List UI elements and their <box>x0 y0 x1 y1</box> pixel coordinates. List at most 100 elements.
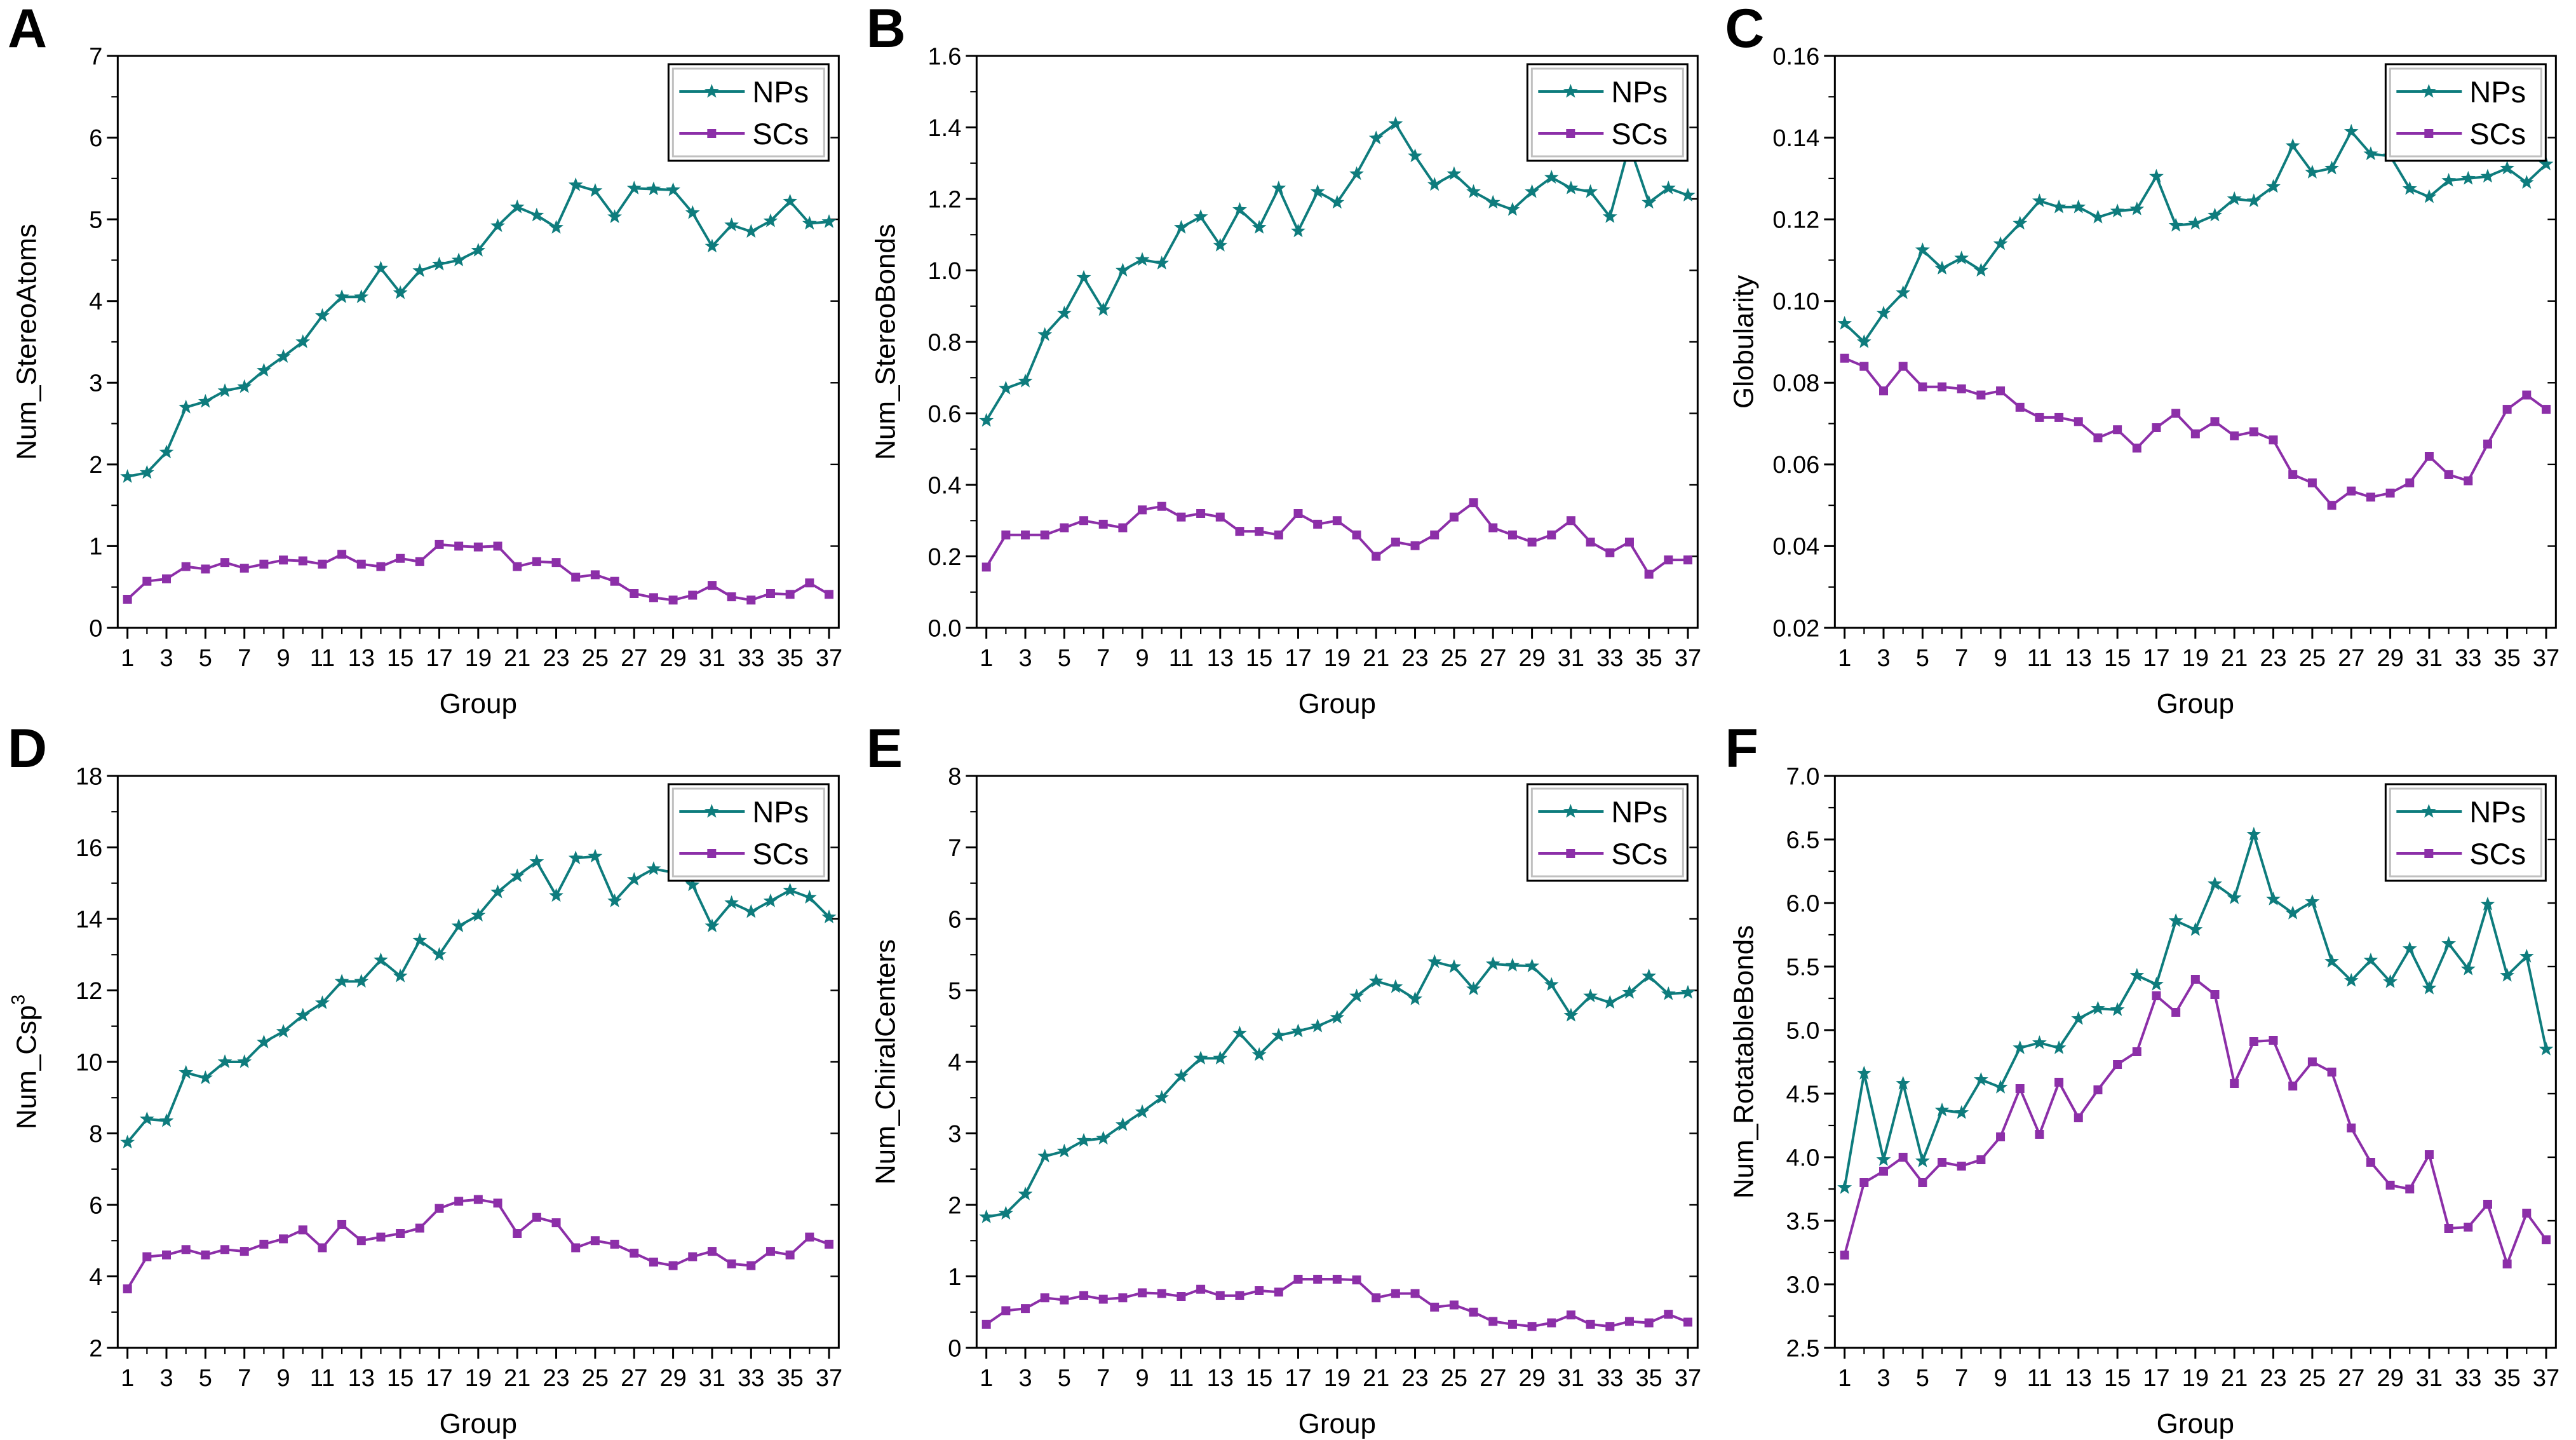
square-marker <box>668 595 678 605</box>
square-marker <box>1410 541 1420 550</box>
x-tick-label: 37 <box>816 645 842 672</box>
y-tick-label: 6.0 <box>1786 890 1820 917</box>
x-tick-label: 7 <box>1955 645 1968 672</box>
square-marker <box>2327 1068 2337 1077</box>
x-tick-label: 27 <box>1480 645 1506 672</box>
y-tick-label: 8 <box>948 763 961 790</box>
x-tick-label: 19 <box>2182 1365 2209 1392</box>
legend-label: NPs <box>1611 795 1668 829</box>
x-tick-label: 29 <box>659 1365 686 1392</box>
x-tick-label: 5 <box>199 1365 212 1392</box>
star-marker <box>1349 988 1364 1003</box>
legend-star-marker <box>704 84 719 98</box>
star-marker <box>2188 215 2203 230</box>
square-marker <box>1663 555 1673 565</box>
star-marker <box>490 218 505 233</box>
x-tick-label: 25 <box>1440 645 1467 672</box>
square-marker <box>1118 1293 1128 1303</box>
legend: NPs SCs <box>2385 783 2547 882</box>
y-tick-label: 2.5 <box>1786 1335 1820 1362</box>
square-marker <box>2093 433 2103 443</box>
star-marker <box>1466 184 1481 198</box>
legend: NPs SCs <box>2385 63 2547 162</box>
star-marker <box>1934 261 1950 275</box>
star-marker <box>998 381 1013 395</box>
x-tick-label: 15 <box>1246 1365 1272 1392</box>
square-marker <box>2074 417 2084 426</box>
star-marker <box>2344 973 2359 987</box>
series-nps <box>978 954 1696 1223</box>
x-tick-label: 21 <box>504 1365 530 1392</box>
y-tick-label: 4 <box>89 1264 102 1291</box>
square-marker <box>318 559 327 569</box>
square-marker <box>1976 390 1986 400</box>
square-marker <box>1879 386 1889 396</box>
y-tick-label: 0.0 <box>927 615 961 642</box>
star-marker <box>1641 968 1656 982</box>
y-tick-label: 8 <box>89 1121 102 1148</box>
star-marker <box>1271 1028 1286 1042</box>
square-marker <box>2366 1158 2376 1167</box>
star-marker <box>2032 1035 2047 1049</box>
square-marker <box>668 1261 678 1270</box>
chart-num-stereobonds: 0.00.20.40.60.81.01.21.41.61 3 5 7 9 11 13 15 17… <box>870 43 1701 719</box>
square-marker <box>123 1284 132 1294</box>
y-tick-label: 7.0 <box>1786 763 1820 790</box>
square-marker <box>1996 386 2006 396</box>
star-marker <box>2169 217 2183 232</box>
x-tick-label: 29 <box>1518 1365 1545 1392</box>
star-marker <box>2441 173 2457 187</box>
square-marker <box>162 1250 172 1260</box>
star-marker <box>1876 1152 1891 1166</box>
y-tick-label: 18 <box>76 763 102 790</box>
x-tick-label: 3 <box>1877 1365 1891 1392</box>
square-marker <box>2016 1084 2025 1093</box>
star-marker <box>2149 168 2164 183</box>
square-marker <box>2269 1036 2278 1045</box>
square-marker <box>2308 478 2317 487</box>
square-marker <box>298 556 307 566</box>
star-marker <box>1857 1066 1872 1080</box>
square-marker <box>1938 1158 1947 1167</box>
square-marker <box>1663 1310 1673 1319</box>
x-tick-label: 19 <box>465 1365 492 1392</box>
x-tick-label: 19 <box>465 645 492 672</box>
x-axis: 1 3 5 7 9 11 13 15 17 19 21 23 25 27 29 31 33 35 37 <box>1838 1348 2559 1392</box>
star-marker <box>2363 953 2378 967</box>
star-marker <box>2169 913 2183 927</box>
y-tick-label: 0.2 <box>927 544 961 571</box>
legend-label: NPs <box>2470 795 2526 829</box>
star-marker <box>374 952 388 967</box>
x-tick-label: 17 <box>1285 1365 1311 1392</box>
square-marker <box>2210 990 2220 999</box>
square-marker <box>1840 353 1849 363</box>
star-marker <box>607 209 622 223</box>
square-marker <box>785 1250 795 1260</box>
star-marker <box>1993 236 2008 250</box>
square-marker <box>1507 530 1517 540</box>
square-marker <box>1157 1289 1166 1298</box>
legend-star-marker <box>704 804 719 818</box>
panel-letter-E: E <box>866 720 903 779</box>
y-tick-label: 3 <box>948 1121 961 1148</box>
star-marker <box>1934 1103 1950 1117</box>
star-marker <box>2149 977 2164 991</box>
x-tick-label: 33 <box>1596 645 1623 672</box>
x-axis: 1 3 5 7 9 11 13 15 17 19 21 23 25 27 29 31 33 35 37 <box>980 1348 1701 1392</box>
panel-E: E 0 1 2 3 4 5 6 7 8 1 3 5 7 9 11 13 15 17 19 21 23 25 27 29 31 33… <box>859 720 1718 1440</box>
square-marker <box>1235 527 1244 536</box>
panel-F: F 2.5 3.0 3.5 4.0 4.5 5.0 5.5 6.0 6.5 7.0 1 3 5 7 9 11 1… <box>1717 720 2576 1440</box>
x-tick-label: 3 <box>1018 645 1032 672</box>
legend-square-marker <box>1565 129 1575 138</box>
star-marker <box>1661 180 1676 194</box>
x-tick-label: 1 <box>121 1365 134 1392</box>
legend-square-marker <box>1565 849 1575 858</box>
x-axis-title: Group <box>440 688 517 719</box>
square-marker <box>201 1250 210 1260</box>
x-tick-label: 19 <box>1323 1365 1350 1392</box>
square-marker <box>1098 519 1108 529</box>
x-tick-label: 3 <box>1018 1365 1032 1392</box>
x-tick-label: 9 <box>277 1365 290 1392</box>
star-marker <box>1974 262 1989 277</box>
